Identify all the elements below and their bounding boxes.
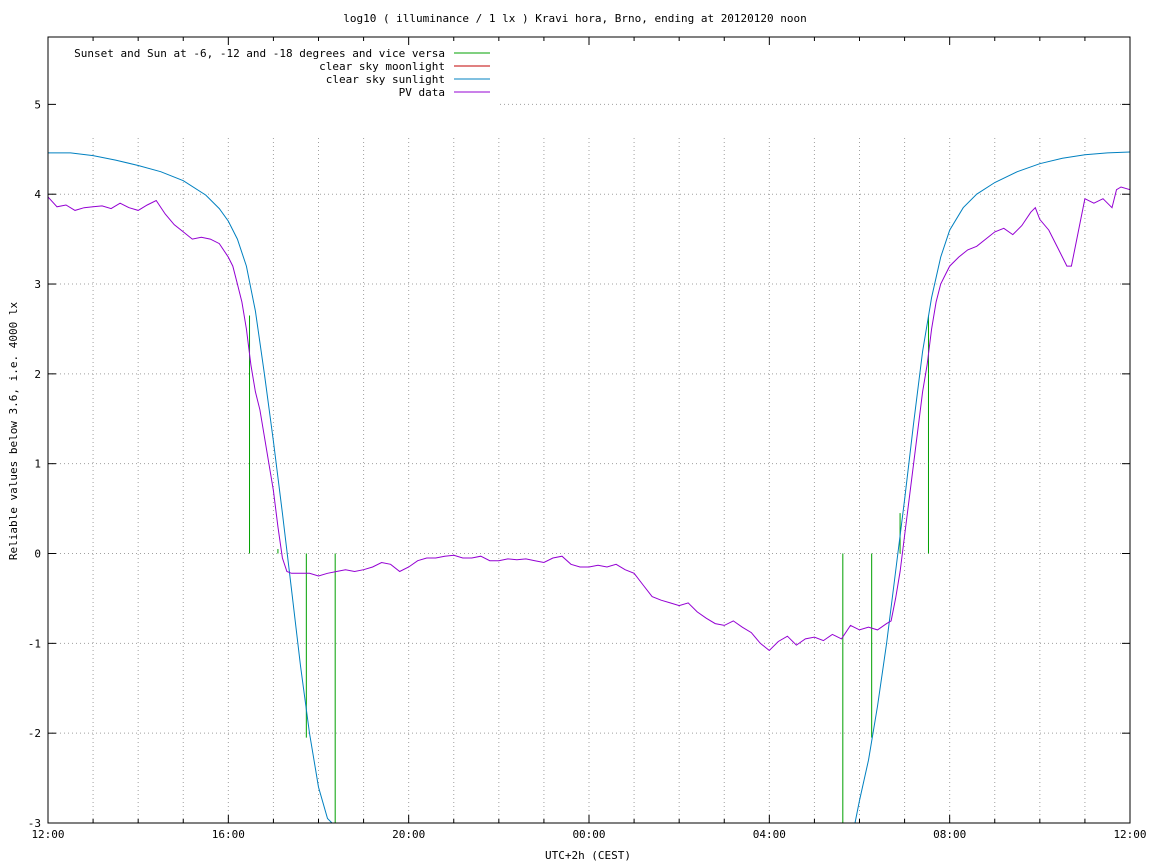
y-tick-label: 2: [34, 368, 41, 381]
y-axis-label: Reliable values below 3.6, i.e. 4000 lx: [7, 301, 20, 560]
ticks: 12:00 16:00 20:00 00:00 04:00 08:00 12:00-3-2-…: [28, 37, 1147, 841]
y-tick-label: -3: [28, 817, 41, 830]
grid: [48, 103, 1130, 823]
legend-label: PV data: [399, 86, 445, 99]
legend: Sunset and Sun at -6, -12 and -18 degree…: [74, 47, 490, 99]
series-line-3: [47, 186, 1131, 652]
y-tick-label: 4: [34, 188, 41, 201]
legend-label: clear sky sunlight: [326, 73, 445, 86]
y-tick-label: 0: [34, 548, 41, 561]
y-tick-label: 5: [34, 98, 41, 111]
x-tick-label: 12:00: [31, 828, 64, 841]
legend-label: clear sky moonlight: [319, 60, 445, 73]
y-tick-label: -1: [28, 637, 41, 650]
x-tick-label: 20:00: [392, 828, 425, 841]
x-tick-label: 04:00: [753, 828, 786, 841]
x-tick-label: 08:00: [933, 828, 966, 841]
x-axis-label: UTC+2h (CEST): [545, 849, 631, 862]
y-tick-label: 1: [34, 458, 41, 471]
x-tick-label: 12:00: [1113, 828, 1146, 841]
x-tick-label: 16:00: [212, 828, 245, 841]
chart-title: log10 ( illuminance / 1 lx ) Kravi hora,…: [343, 12, 807, 25]
legend-label: Sunset and Sun at -6, -12 and -18 degree…: [74, 47, 445, 60]
y-tick-label: -2: [28, 727, 41, 740]
x-tick-label: 00:00: [572, 828, 605, 841]
y-tick-label: 3: [34, 278, 41, 291]
